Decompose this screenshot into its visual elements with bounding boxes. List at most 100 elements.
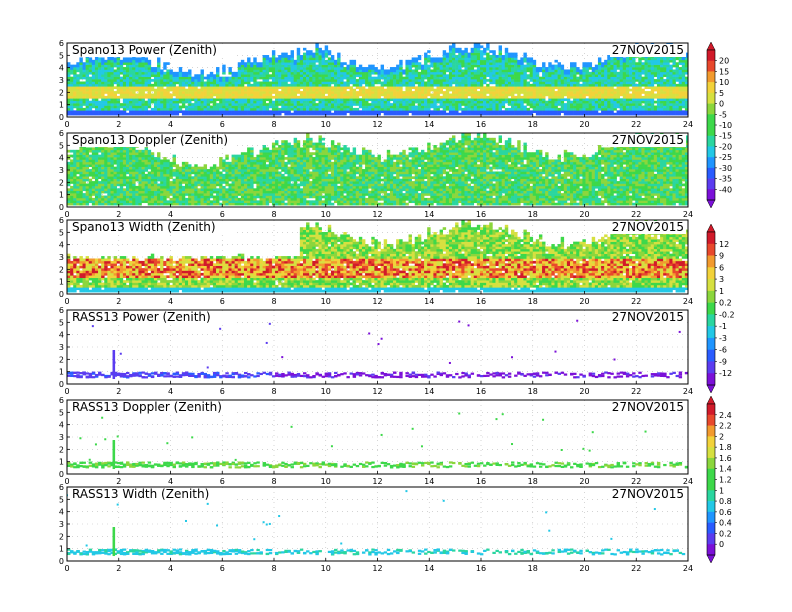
heatmap-cell [82, 83, 86, 87]
heatmap-cell [315, 83, 319, 87]
heatmap-cell [383, 81, 388, 85]
heatmap-cell [104, 95, 108, 99]
heatmap-cell [557, 69, 561, 73]
heatmap-cell [417, 98, 422, 102]
heatmap-cell [166, 105, 170, 109]
heatmap-cell [619, 76, 624, 80]
heatmap-cell [271, 83, 276, 87]
heatmap-cell [647, 105, 652, 109]
heatmap-cell [560, 93, 565, 97]
heatmap-cell [243, 93, 248, 97]
heatmap-cell [250, 62, 254, 65]
heatmap-cell [535, 91, 540, 94]
heatmap-cell [94, 169, 99, 172]
heatmap-cell [237, 64, 242, 68]
heatmap-cell [76, 183, 80, 187]
heatmap-cell [147, 76, 152, 80]
heatmap-cell [73, 105, 77, 109]
heatmap-cell [479, 55, 484, 58]
heatmap-cell [129, 100, 133, 104]
heatmap-cell [262, 55, 267, 58]
heatmap-cell [479, 67, 484, 70]
heatmap-cell [265, 88, 270, 92]
heatmap-cell [433, 107, 437, 111]
heatmap-cell [107, 95, 111, 99]
heatmap-cell [194, 100, 198, 104]
heatmap-cell [318, 83, 322, 87]
heatmap-cell [110, 79, 114, 82]
heatmap-cell [576, 71, 580, 75]
heatmap-cell [237, 112, 242, 116]
heatmap-cell [302, 105, 307, 109]
heatmap-cell [88, 147, 93, 151]
heatmap-cell [663, 57, 667, 61]
heatmap-cell [389, 86, 394, 89]
heatmap-cell [597, 83, 602, 87]
heatmap-cell [88, 149, 93, 153]
heatmap-cell [647, 62, 652, 65]
heatmap-cell [470, 50, 475, 53]
heatmap-cell [141, 95, 145, 99]
heatmap-cell [492, 93, 496, 97]
heatmap-cell [113, 81, 117, 85]
heatmap-cell [523, 59, 527, 63]
heatmap-cell [656, 64, 661, 68]
heatmap-cell [501, 103, 506, 106]
heatmap-cell [212, 98, 217, 102]
heatmap-cell [641, 110, 645, 114]
heatmap-cell [222, 110, 226, 114]
x-tick-label: 6 [220, 120, 225, 129]
heatmap-cell [563, 107, 568, 111]
heatmap-cell [563, 93, 568, 97]
heatmap-cell [647, 107, 652, 111]
heatmap-cell [405, 107, 409, 111]
heatmap-cell [79, 152, 83, 155]
heatmap-cell [315, 103, 319, 106]
heatmap-cell [591, 76, 596, 80]
heatmap-cell [666, 71, 670, 75]
heatmap-cell [448, 74, 453, 77]
heatmap-cell [262, 91, 267, 94]
heatmap-cell [371, 81, 375, 85]
heatmap-cell [529, 76, 534, 80]
heatmap-cell [464, 93, 468, 97]
heatmap-cell [514, 76, 518, 80]
heatmap-cell [408, 91, 412, 94]
date-box [610, 44, 686, 57]
heatmap-cell [507, 100, 512, 104]
heatmap-cell [234, 110, 239, 114]
heatmap-cell [216, 98, 220, 102]
heatmap-cell [104, 183, 108, 187]
heatmap-cell [579, 76, 583, 80]
heatmap-cell [616, 74, 620, 77]
heatmap-cell [399, 100, 403, 104]
heatmap-cell [672, 83, 676, 87]
heatmap-cell [122, 83, 127, 87]
heatmap-cell [129, 107, 133, 111]
heatmap-cell [166, 71, 170, 75]
heatmap-cell [278, 86, 282, 89]
heatmap-cell [452, 88, 456, 92]
heatmap-cell [113, 103, 117, 106]
heatmap-cell [548, 74, 552, 77]
heatmap-cell [327, 62, 332, 65]
heatmap-cell [663, 95, 667, 99]
heatmap-cell [420, 71, 425, 75]
heatmap-cell [548, 105, 552, 109]
heatmap-cell [110, 188, 114, 192]
heatmap-cell [334, 71, 338, 75]
heatmap-cell [141, 64, 145, 68]
heatmap-cell [607, 98, 611, 102]
heatmap-cell [458, 79, 462, 82]
heatmap-cell [91, 67, 96, 70]
heatmap-cell [321, 110, 326, 114]
heatmap-cell [538, 67, 543, 70]
heatmap-cell [250, 69, 254, 73]
heatmap-cell [247, 95, 251, 99]
heatmap-cell [504, 59, 509, 63]
heatmap-cell [200, 81, 204, 85]
heatmap-cell [399, 79, 403, 82]
heatmap-cell [483, 69, 487, 73]
heatmap-cell [461, 50, 465, 53]
heatmap-cell [209, 95, 214, 99]
